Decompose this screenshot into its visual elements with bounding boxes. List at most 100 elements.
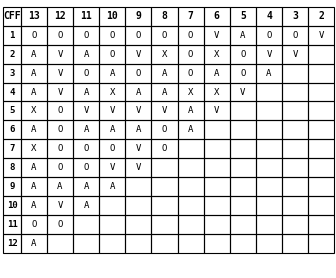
Bar <box>73 83 99 101</box>
Bar <box>73 120 99 139</box>
Text: V: V <box>292 50 298 59</box>
Bar <box>125 196 152 215</box>
Text: O: O <box>110 50 115 59</box>
Bar <box>3 120 21 139</box>
Bar <box>152 196 177 215</box>
Bar <box>99 7 125 26</box>
Bar <box>177 196 204 215</box>
Bar <box>99 234 125 253</box>
Text: O: O <box>57 125 63 134</box>
Bar <box>21 83 47 101</box>
Bar <box>99 158 125 177</box>
Bar <box>3 45 21 64</box>
Bar <box>282 7 308 26</box>
Bar <box>73 177 99 196</box>
Bar <box>21 7 47 26</box>
Text: O: O <box>240 69 246 78</box>
Bar <box>73 64 99 83</box>
Bar <box>73 196 99 215</box>
Bar <box>204 64 230 83</box>
Bar <box>256 196 282 215</box>
Text: X: X <box>214 50 219 59</box>
Bar <box>177 139 204 158</box>
Bar <box>47 120 73 139</box>
Bar <box>3 234 21 253</box>
Bar <box>230 64 256 83</box>
Text: V: V <box>110 163 115 172</box>
Bar <box>125 177 152 196</box>
Text: O: O <box>162 31 167 40</box>
Text: 3: 3 <box>292 11 298 21</box>
Text: A: A <box>31 50 37 59</box>
Text: 9: 9 <box>9 182 15 191</box>
Text: A: A <box>31 163 37 172</box>
Bar <box>308 139 334 158</box>
Bar <box>21 196 47 215</box>
Bar <box>204 158 230 177</box>
Bar <box>308 215 334 234</box>
Bar <box>3 83 21 101</box>
Text: A: A <box>57 182 63 191</box>
Text: 6: 6 <box>9 125 15 134</box>
Bar <box>230 215 256 234</box>
Text: V: V <box>136 106 141 115</box>
Text: V: V <box>136 163 141 172</box>
Text: X: X <box>214 88 219 96</box>
Text: O: O <box>57 31 63 40</box>
Bar <box>256 177 282 196</box>
Bar <box>73 26 99 45</box>
Bar <box>256 234 282 253</box>
Bar <box>204 83 230 101</box>
Text: V: V <box>57 69 63 78</box>
Bar <box>21 45 47 64</box>
Text: 13: 13 <box>28 11 40 21</box>
Bar <box>204 215 230 234</box>
Bar <box>177 45 204 64</box>
Text: O: O <box>188 69 193 78</box>
Text: V: V <box>240 88 246 96</box>
Bar <box>21 215 47 234</box>
Text: 7: 7 <box>188 11 194 21</box>
Bar <box>152 26 177 45</box>
Bar <box>308 101 334 120</box>
Text: O: O <box>83 31 89 40</box>
Text: V: V <box>57 201 63 210</box>
Bar <box>256 45 282 64</box>
Text: O: O <box>188 50 193 59</box>
Text: A: A <box>110 69 115 78</box>
Bar <box>125 64 152 83</box>
Bar <box>99 64 125 83</box>
Text: A: A <box>188 125 193 134</box>
Bar <box>73 45 99 64</box>
Bar <box>230 139 256 158</box>
Text: A: A <box>31 88 37 96</box>
Bar <box>282 120 308 139</box>
Bar <box>73 139 99 158</box>
Text: O: O <box>136 31 141 40</box>
Text: A: A <box>162 69 167 78</box>
Text: V: V <box>162 106 167 115</box>
Bar <box>308 45 334 64</box>
Text: A: A <box>136 125 141 134</box>
Bar <box>204 234 230 253</box>
Bar <box>21 120 47 139</box>
Bar <box>256 101 282 120</box>
Text: V: V <box>266 50 272 59</box>
Bar <box>177 101 204 120</box>
Text: 1: 1 <box>9 31 15 40</box>
Text: O: O <box>83 163 89 172</box>
Bar <box>204 120 230 139</box>
Bar <box>99 26 125 45</box>
Text: 10: 10 <box>107 11 118 21</box>
Bar <box>308 196 334 215</box>
Bar <box>152 101 177 120</box>
Bar <box>177 177 204 196</box>
Text: V: V <box>57 88 63 96</box>
Bar <box>21 234 47 253</box>
Bar <box>47 45 73 64</box>
Bar <box>21 26 47 45</box>
Text: V: V <box>83 106 89 115</box>
Bar <box>308 158 334 177</box>
Bar <box>230 196 256 215</box>
Text: A: A <box>110 125 115 134</box>
